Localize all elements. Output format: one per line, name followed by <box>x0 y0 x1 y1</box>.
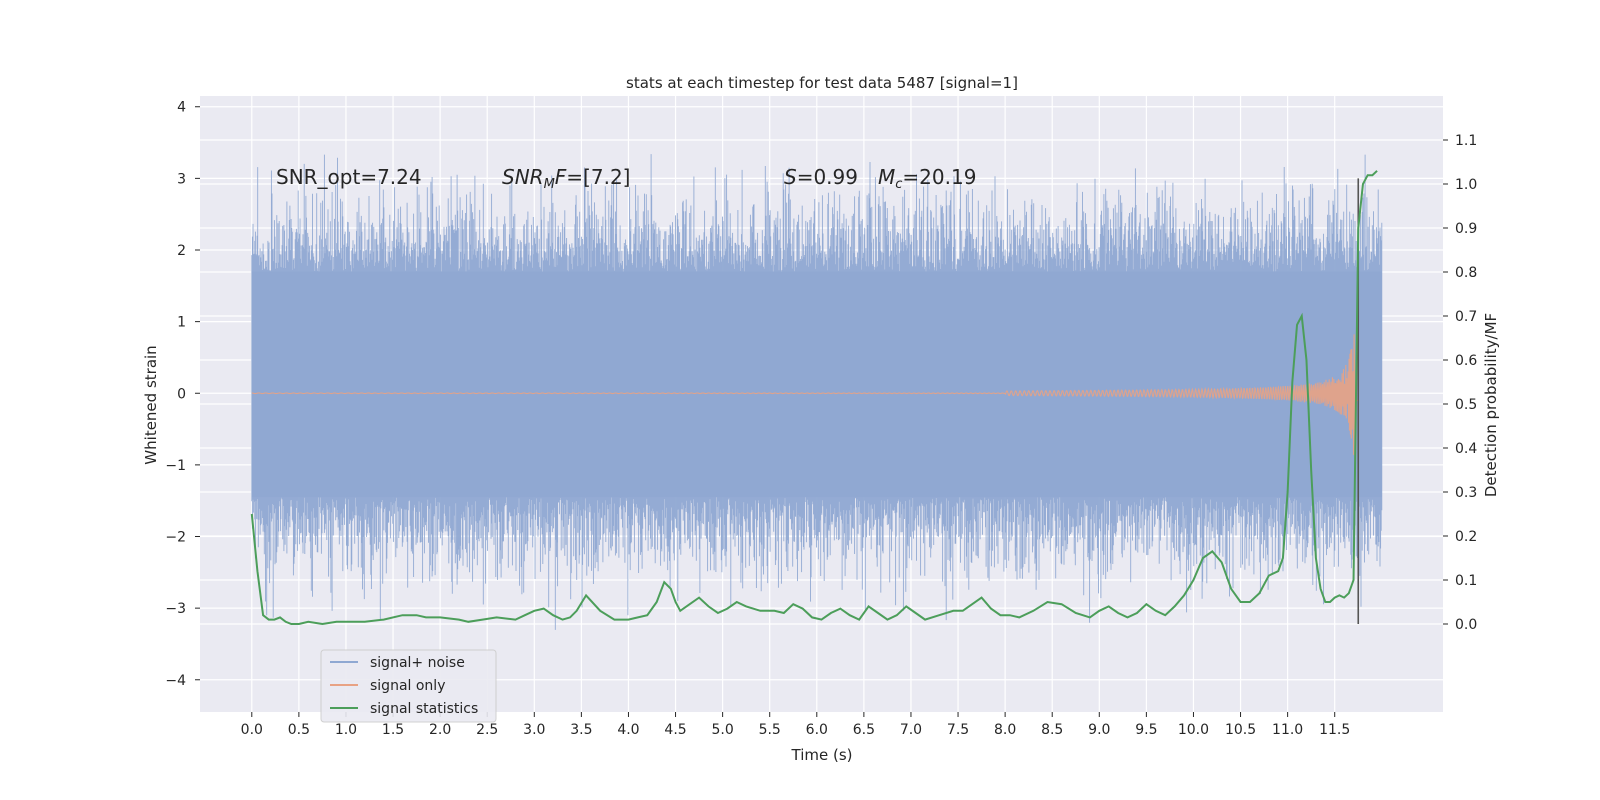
y2-tick-label: 0.3 <box>1455 485 1477 501</box>
mc-subscript: c <box>895 177 902 192</box>
x-axis-ticks: 0.0 0.5 1.0 1.5 2.0 2.5 3.0 3.5 4.0 4.5 5.0 5.5 6.0 6… <box>241 712 1350 738</box>
snr-mf-suffix: F=[7.2] <box>555 165 631 189</box>
y-tick-label: 0 <box>177 386 186 402</box>
y-tick-label: 2 <box>177 243 186 259</box>
y2-tick-label: 0.8 <box>1455 265 1477 281</box>
y-tick-label: 3 <box>177 171 186 187</box>
signal-only-series <box>251 334 1359 483</box>
mc-label: M <box>878 165 895 189</box>
x-tick-label: 11.5 <box>1319 722 1350 738</box>
x-tick-label: 6.5 <box>853 722 875 738</box>
signal-only-trace <box>251 334 1359 483</box>
x-tick-label: 1.0 <box>335 722 357 738</box>
x-tick-label: 3.0 <box>523 722 545 738</box>
snr-mf-prefix: SNR <box>502 165 544 189</box>
signal-statistics-line <box>250 170 1378 626</box>
x-tick-label: 0.5 <box>288 722 310 738</box>
y-axis-label: Whitened strain <box>142 345 160 464</box>
y2-tick-label: 0.1 <box>1455 573 1477 589</box>
chirp-mass-annotation: Mc=20.19 <box>878 165 976 192</box>
snr-mf-annotation: SNRMF=[7.2] <box>502 165 630 192</box>
legend-label-signal-only: signal only <box>370 678 445 694</box>
legend: signal+ noise signal only signal statist… <box>320 649 497 723</box>
y-axis-ticks: −4 −3 −2 −1 0 1 2 3 4 <box>165 100 200 689</box>
y2-tick-label: 1.0 <box>1455 177 1477 193</box>
x-tick-label: 2.5 <box>476 722 498 738</box>
noise-trace <box>251 154 1383 630</box>
snr-mf-subscript: M <box>544 177 555 192</box>
s-value: =0.99 <box>797 165 858 189</box>
x-tick-label: 10.5 <box>1225 722 1256 738</box>
y-tick-label: −4 <box>165 673 186 689</box>
y2-tick-label: 0.9 <box>1455 221 1477 237</box>
x-tick-label: 10.0 <box>1178 722 1209 738</box>
x-tick-label: 8.5 <box>1041 722 1063 738</box>
snr-mf-value: =[7.2] <box>566 165 630 189</box>
y-tick-label: −2 <box>165 530 186 546</box>
y2-axis-ticks: 0.0 0.1 0.2 0.3 0.4 0.5 0.6 0.7 0.8 0.9 1.0 1.1 <box>1443 133 1477 633</box>
x-tick-label: 7.0 <box>900 722 922 738</box>
x-tick-label: 4.0 <box>617 722 639 738</box>
x-axis-label: Time (s) <box>791 746 853 764</box>
x-tick-label: 0.0 <box>241 722 263 738</box>
signal-plus-noise-series <box>251 154 1383 630</box>
y2-axis-label: Detection probability/MF <box>1482 313 1500 497</box>
y-tick-label: 1 <box>177 315 186 331</box>
s-annotation: S=0.99 <box>784 165 858 189</box>
x-tick-label: 7.5 <box>947 722 969 738</box>
y-tick-label: −1 <box>165 458 186 474</box>
snr-mf-suffix-italic: F <box>555 165 567 189</box>
s-label: S <box>784 165 797 189</box>
x-tick-label: 3.5 <box>570 722 592 738</box>
x-tick-label: 2.0 <box>429 722 451 738</box>
legend-box <box>320 649 497 723</box>
signal-statistics-series <box>250 170 1378 626</box>
x-tick-label: 9.5 <box>1135 722 1157 738</box>
y-tick-label: −3 <box>165 601 186 617</box>
x-tick-label: 4.5 <box>664 722 686 738</box>
x-tick-label: 9.0 <box>1088 722 1110 738</box>
x-tick-label: 5.5 <box>759 722 781 738</box>
y2-tick-label: 1.1 <box>1455 133 1477 149</box>
y2-tick-label: 0.7 <box>1455 309 1477 325</box>
y2-tick-label: 0.4 <box>1455 441 1477 457</box>
x-tick-label: 1.5 <box>382 722 404 738</box>
chart-title: stats at each timestep for test data 548… <box>626 74 1018 92</box>
legend-label-signal-noise: signal+ noise <box>370 655 465 671</box>
x-tick-label: 11.0 <box>1272 722 1303 738</box>
y2-tick-label: 0.2 <box>1455 529 1477 545</box>
y2-tick-label: 0.5 <box>1455 397 1477 413</box>
y2-tick-label: 0.6 <box>1455 353 1477 369</box>
x-tick-label: 6.0 <box>806 722 828 738</box>
mc-value: =20.19 <box>902 165 976 189</box>
snr-opt-annotation: SNR_opt=7.24 <box>276 165 422 189</box>
legend-label-signal-statistics: signal statistics <box>370 701 478 717</box>
x-tick-label: 8.0 <box>994 722 1016 738</box>
y2-tick-label: 0.0 <box>1455 617 1477 633</box>
y-tick-label: 4 <box>177 100 186 116</box>
x-tick-label: 5.0 <box>711 722 733 738</box>
